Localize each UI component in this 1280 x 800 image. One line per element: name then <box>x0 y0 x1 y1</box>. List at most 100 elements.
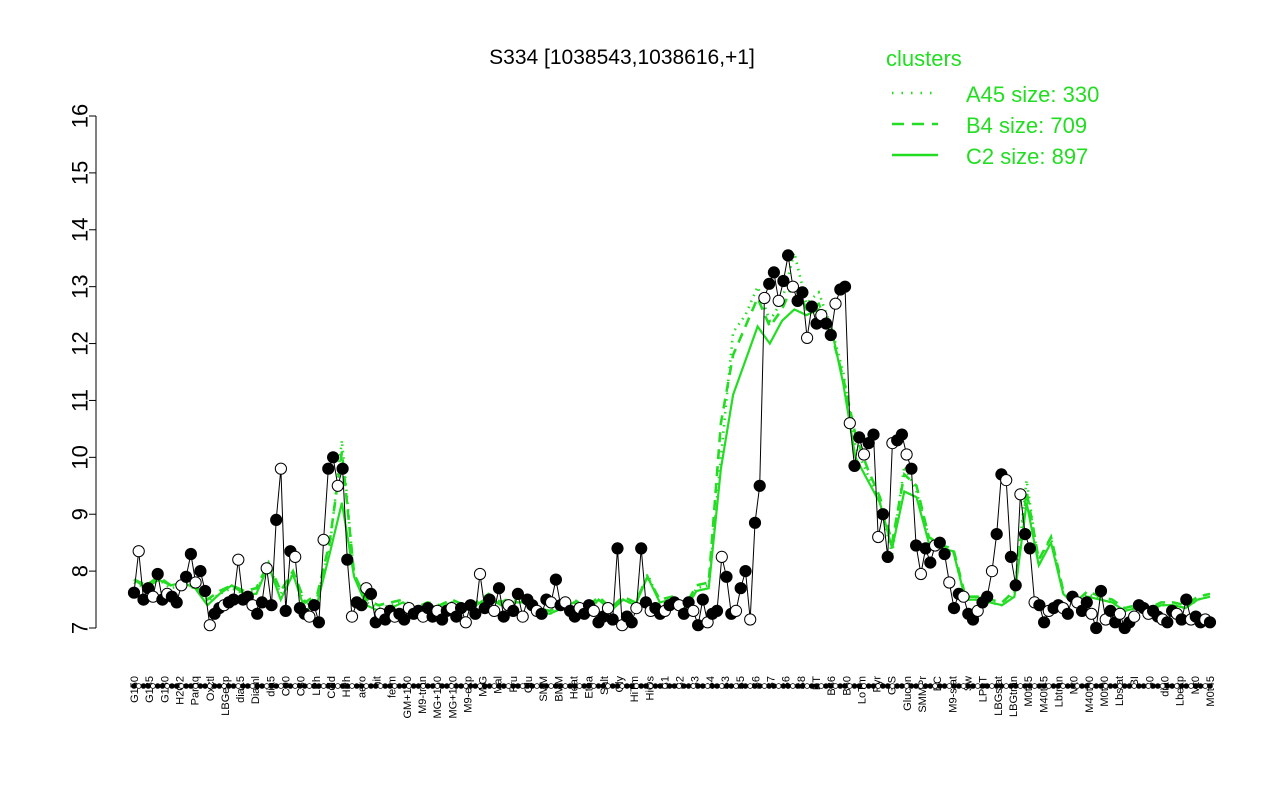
x-tick-dot <box>974 683 981 689</box>
x-tick-dot <box>557 683 564 689</box>
x-tick-dot <box>865 683 872 689</box>
y-tick-label: 13 <box>68 274 93 298</box>
x-tick-dot <box>1083 683 1090 689</box>
x-tick-dot <box>837 683 844 689</box>
data-point <box>274 462 287 475</box>
data-point <box>1000 474 1013 487</box>
x-tick-dot <box>515 683 521 689</box>
x-tick-label: M9-exp <box>462 676 474 713</box>
data-point <box>507 604 520 618</box>
x-tick-dot <box>372 683 379 689</box>
x-tick-dot <box>884 683 891 689</box>
chart-title: S334 [1038543,1038616,+1] <box>489 46 755 69</box>
x-tick-dot <box>410 683 417 689</box>
x-tick-label: H2O2 <box>174 676 186 705</box>
x-tick-dot <box>842 683 848 689</box>
x-tick-dot <box>846 683 853 689</box>
x-tick-dot <box>1164 683 1171 689</box>
x-tick-dot <box>790 683 796 689</box>
x-tick-dot <box>1098 683 1104 689</box>
data-point <box>867 428 880 441</box>
data-point <box>900 448 913 461</box>
data-point <box>184 547 197 561</box>
legend-title: clusters <box>886 46 962 71</box>
x-tick-label: M0t45 <box>1205 676 1217 707</box>
data-point <box>744 613 757 626</box>
x-tick-dot <box>681 683 687 689</box>
x-tick-label: HiTm <box>629 676 641 702</box>
x-tick-dot <box>553 683 559 689</box>
data-point <box>1014 488 1027 501</box>
x-tick-label: M0t90 <box>1099 676 1111 707</box>
x-tick-dot <box>543 683 550 689</box>
data-point <box>876 508 890 521</box>
x-tick-dot <box>259 683 265 689</box>
x-tick-dot <box>946 683 953 689</box>
x-tick-dot <box>287 683 294 689</box>
x-tick-dot <box>685 683 692 689</box>
data-point <box>1019 528 1032 541</box>
data-point <box>914 567 928 581</box>
x-tick-dot <box>1060 683 1066 689</box>
x-tick-label: Glucon <box>902 676 914 711</box>
x-tick-dot <box>320 683 327 689</box>
x-tick-dot <box>813 683 820 689</box>
x-tick-dot <box>756 683 763 689</box>
data-point <box>1080 596 1093 609</box>
x-tick-dot <box>647 683 654 689</box>
x-tick-dot <box>998 683 1005 689</box>
data-point <box>829 297 842 310</box>
x-tick-dot <box>581 683 588 689</box>
data-point <box>625 616 638 629</box>
x-tick-dot <box>1074 683 1081 689</box>
x-tick-dot <box>737 683 744 689</box>
data-point <box>772 294 785 307</box>
x-tick-dot <box>965 683 972 689</box>
x-tick-dot <box>600 683 607 689</box>
series-line-dashed <box>133 277 1211 613</box>
x-tick-dot <box>159 683 166 689</box>
data-point <box>189 576 202 589</box>
x-tick-dot <box>1050 683 1057 689</box>
x-tick-dot <box>519 683 526 689</box>
x-tick-dot <box>306 683 313 689</box>
x-tick-dot <box>614 683 621 689</box>
data-point <box>947 602 961 615</box>
data-point <box>824 328 837 342</box>
x-tick-dot <box>344 683 351 689</box>
x-tick-dot <box>1041 683 1047 689</box>
x-tick-dot <box>330 683 336 689</box>
x-tick-dot <box>534 683 540 689</box>
x-tick-dot <box>1159 683 1166 689</box>
data-point <box>1113 607 1127 620</box>
data-point <box>601 602 615 615</box>
x-tick-dot <box>794 683 801 689</box>
x-tick-dot <box>714 683 720 689</box>
legend-label: A45 size: 330 <box>966 82 1099 107</box>
y-tick-label: 10 <box>68 445 93 469</box>
x-tick-dot <box>922 683 929 689</box>
x-tick-dot <box>1079 683 1085 689</box>
probe-points <box>127 249 1217 635</box>
y-tick-label: 15 <box>68 161 93 185</box>
data-point <box>398 613 411 626</box>
data-point <box>687 604 700 618</box>
x-tick-dot <box>1112 683 1118 689</box>
x-tick-dot <box>353 683 360 689</box>
x-tick-dot <box>562 683 569 689</box>
x-tick-dot <box>595 683 602 689</box>
x-tick-dot <box>292 683 298 689</box>
data-point <box>194 565 207 578</box>
x-tick-label: M9-stat <box>947 676 959 713</box>
x-tick-dot <box>249 683 256 689</box>
x-tick-dot <box>529 683 535 689</box>
data-point <box>511 587 525 601</box>
data-point <box>985 565 999 578</box>
x-tick-label: M40t90 <box>1084 676 1096 713</box>
x-tick-dot <box>387 683 393 689</box>
x-tick-dot <box>444 683 450 689</box>
x-tick-dot <box>742 683 749 689</box>
x-tick-dot <box>420 683 426 689</box>
data-point <box>1023 542 1037 555</box>
x-tick-dot <box>666 683 673 689</box>
